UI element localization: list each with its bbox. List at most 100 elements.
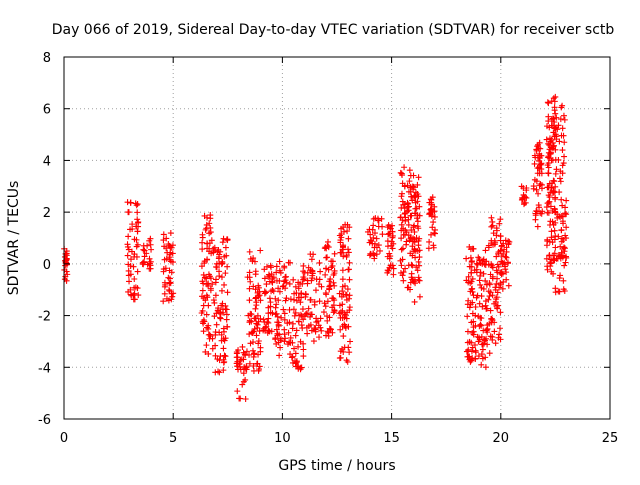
data-point [211,299,218,306]
data-point [199,246,206,253]
data-point [300,316,307,323]
data-point [464,301,471,308]
data-point [320,309,327,316]
data-point [557,116,564,123]
data-point [535,141,542,148]
data-point [278,314,285,321]
data-point [327,326,334,333]
data-point [161,256,168,263]
data-point [223,252,230,259]
data-point [134,209,141,216]
data-point [471,342,478,349]
data-point [371,230,378,237]
data-point [481,340,488,347]
data-point [560,286,567,293]
data-point [405,221,412,228]
data-point [499,261,506,268]
data-point [556,175,563,182]
data-point [464,328,471,335]
data-point [472,349,479,356]
data-point [285,259,292,266]
data-point [400,225,407,232]
data-point [287,351,294,358]
data-point [386,250,393,257]
data-point [555,233,562,240]
data-point [491,319,498,326]
data-point [246,319,253,326]
data-point [281,316,288,323]
data-point [550,142,557,149]
data-point [520,191,527,198]
data-point [487,333,494,340]
data-point [297,338,304,345]
data-point [322,290,329,297]
data-point [561,153,568,160]
data-point [469,299,476,306]
data-point [286,306,293,313]
data-point [246,248,253,255]
data-point [299,325,306,332]
data-point [550,115,557,122]
data-point [532,154,539,161]
data-point [405,284,412,291]
data-point [339,283,346,290]
data-point [493,304,500,311]
data-point [202,226,209,233]
data-point [307,251,314,258]
data-point [558,213,565,220]
data-point [344,228,351,235]
ticks-layer: 0 5 10 15 20 25 -6 -4 -2 0 2 4 6 8 [38,51,618,446]
data-point [497,269,504,276]
data-point [224,323,231,330]
data-point [378,215,385,222]
data-point [124,199,131,206]
data-point [410,235,417,242]
data-point [367,231,374,238]
data-point [536,204,543,211]
data-point [131,284,138,291]
data-point [562,210,569,217]
data-point [537,181,544,188]
data-point [464,313,471,320]
data-point [295,294,302,301]
data-point [324,328,331,335]
data-point [488,223,495,230]
data-point [346,259,353,266]
data-point [249,330,256,337]
data-point [503,276,510,283]
data-point [140,246,147,253]
data-point [326,285,333,292]
data-point [147,241,154,248]
data-point [373,235,380,242]
data-point [131,296,138,303]
data-point [318,283,325,290]
data-point [498,253,505,260]
data-point [300,353,307,360]
data-point [63,277,70,284]
data-point [209,281,216,288]
data-point [427,211,434,218]
data-point [254,321,261,328]
data-point [322,265,329,272]
data-point [544,99,551,106]
data-point [299,306,306,313]
data-point [265,304,272,311]
data-point [493,225,500,232]
data-point [274,313,281,320]
data-point [218,274,225,281]
data-point [431,229,438,236]
data-point [292,350,299,357]
data-point [273,301,280,308]
data-point [304,310,311,317]
data-point [560,277,567,284]
data-point [272,304,279,311]
data-point [406,178,413,185]
data-point [536,158,543,165]
data-point [472,304,479,311]
data-point [167,244,174,251]
data-point [240,349,247,356]
data-point [213,310,220,317]
data-point [268,328,275,335]
data-point [132,200,139,207]
data-point [128,292,135,299]
